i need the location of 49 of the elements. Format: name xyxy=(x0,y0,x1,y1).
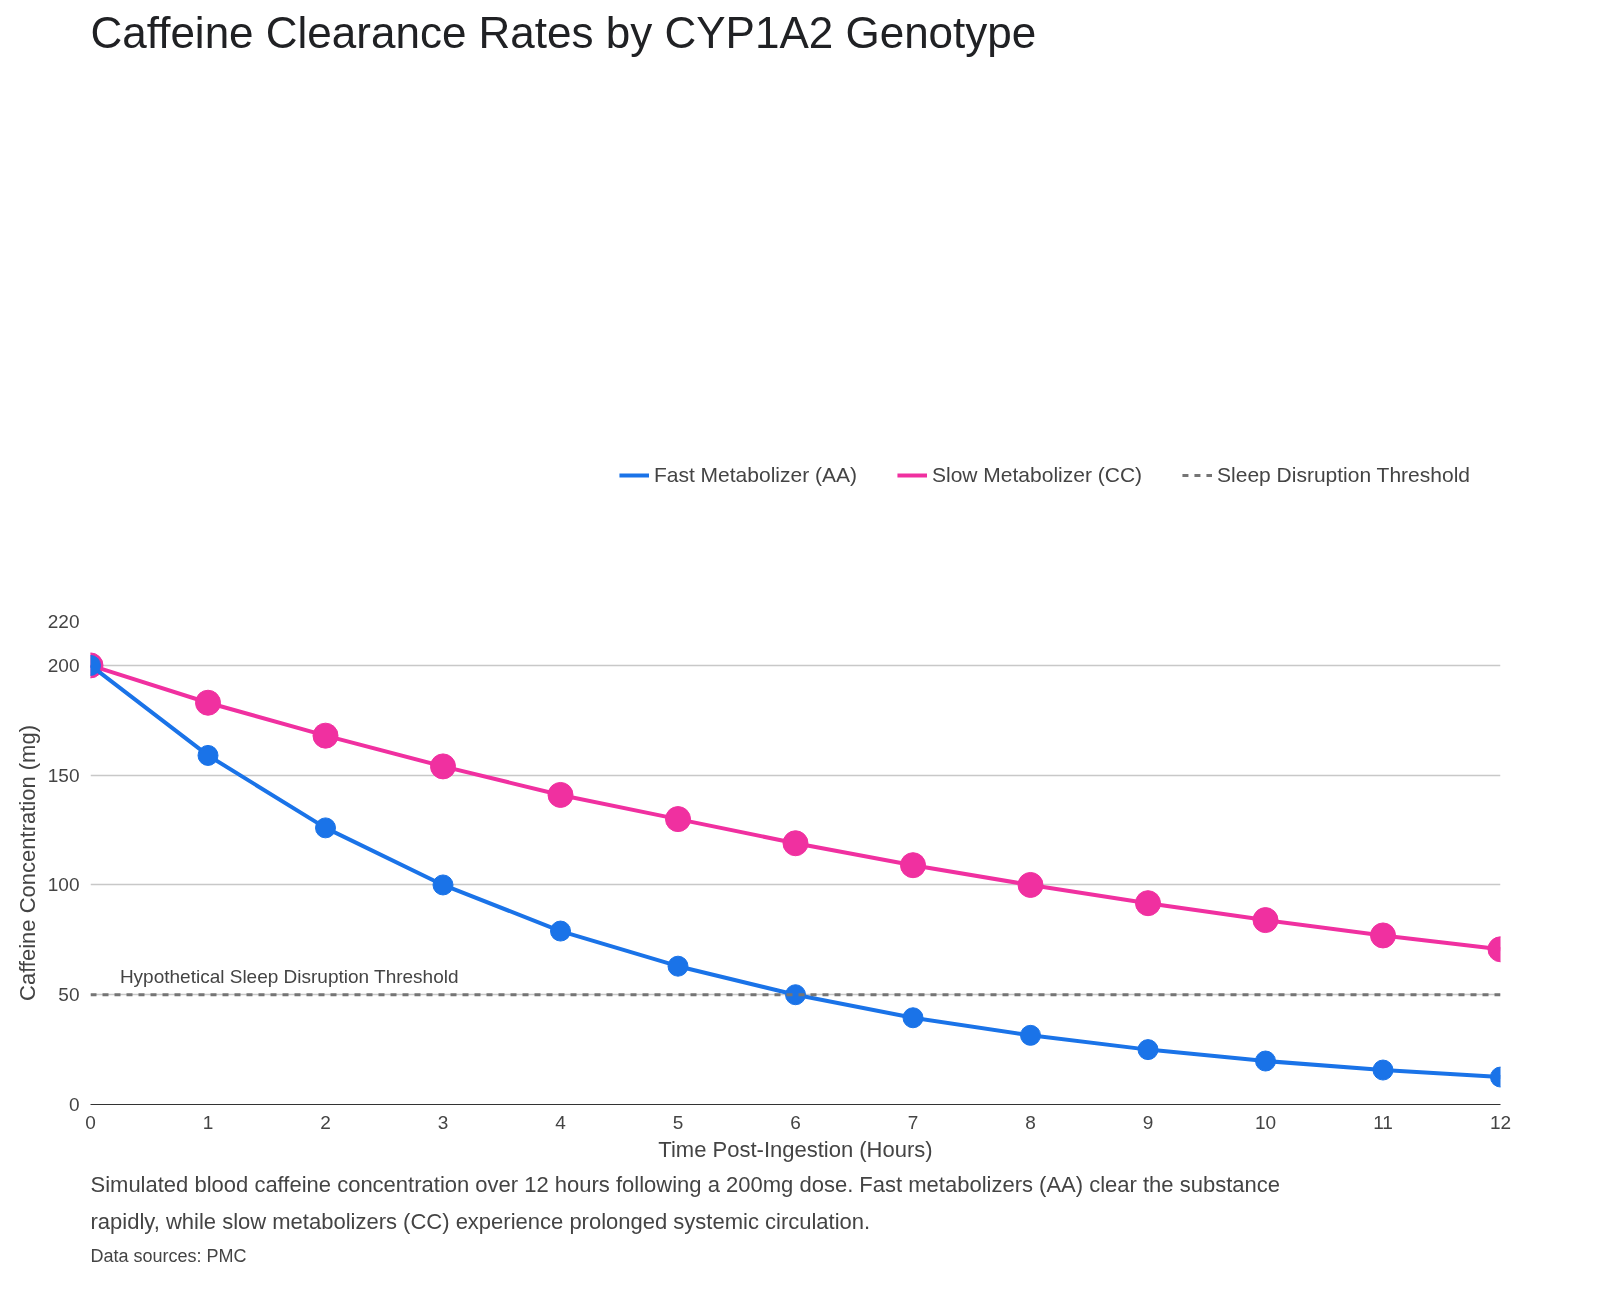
point xyxy=(1370,922,1396,949)
x-tick-label: 1 xyxy=(202,1111,214,1133)
point xyxy=(1135,890,1161,917)
point xyxy=(902,1007,924,1029)
chart-title: Caffeine Clearance Rates by CYP1A2 Genotype xyxy=(90,7,1037,57)
legend-label: Slow Metabolizer (CC) xyxy=(932,463,1143,487)
point xyxy=(1255,1050,1276,1072)
y-tick-label: 50 xyxy=(58,984,80,1006)
point xyxy=(782,830,809,857)
y-tick-label: 0 xyxy=(68,1094,80,1115)
y-tick-label: 100 xyxy=(47,874,80,896)
y-axis-title: Caffeine Concentration (mg) xyxy=(14,725,40,1001)
point xyxy=(550,920,571,942)
point xyxy=(197,744,219,766)
legend-label: Fast Metabolizer (AA) xyxy=(653,463,857,487)
point xyxy=(547,781,574,808)
x-tick-label: 8 xyxy=(1025,1111,1036,1133)
point xyxy=(312,722,339,749)
point xyxy=(1017,871,1044,898)
point xyxy=(665,806,691,833)
point xyxy=(430,753,456,780)
text: Data sources: PMC xyxy=(90,1245,247,1266)
point xyxy=(667,955,689,977)
x-tick-label: 12 xyxy=(1489,1111,1512,1133)
x-tick-label: 0 xyxy=(85,1111,96,1133)
x-tick-label: 7 xyxy=(907,1111,919,1133)
x-tick-label: 4 xyxy=(555,1111,567,1133)
x-tick-label: 10 xyxy=(1254,1111,1277,1133)
x-tick-label: 5 xyxy=(672,1111,684,1133)
text: Simulated blood caffeine concentration over 12 hours following a 200mg dose. Fast metabolizers (AA) clear the substance rapidly, while slow metabolizers (CC) experience prolonged systemic circulation. xyxy=(90,1171,1280,1234)
x-tick-label: 6 xyxy=(790,1111,801,1133)
point xyxy=(1137,1039,1159,1061)
point xyxy=(195,689,221,716)
y-tick-label: 200 xyxy=(47,654,80,676)
point xyxy=(315,817,336,839)
point xyxy=(1252,907,1279,934)
legend-label: Sleep Disruption Threshold xyxy=(1217,463,1470,487)
point xyxy=(432,874,454,896)
point xyxy=(1020,1024,1041,1046)
x-tick-label: 9 xyxy=(1142,1111,1154,1133)
y-tick-label: 220 xyxy=(47,611,80,632)
x-tick-label: 2 xyxy=(320,1111,331,1133)
annotation: Hypothetical Sleep Disruption Threshold xyxy=(119,965,459,987)
point xyxy=(900,852,926,879)
x-axis-title: Time Post-Ingestion (Hours) xyxy=(658,1136,933,1162)
x-tick-label: 11 xyxy=(1373,1111,1393,1133)
point xyxy=(1372,1059,1394,1081)
y-tick-label: 150 xyxy=(47,764,80,786)
x-tick-label: 3 xyxy=(437,1111,449,1133)
